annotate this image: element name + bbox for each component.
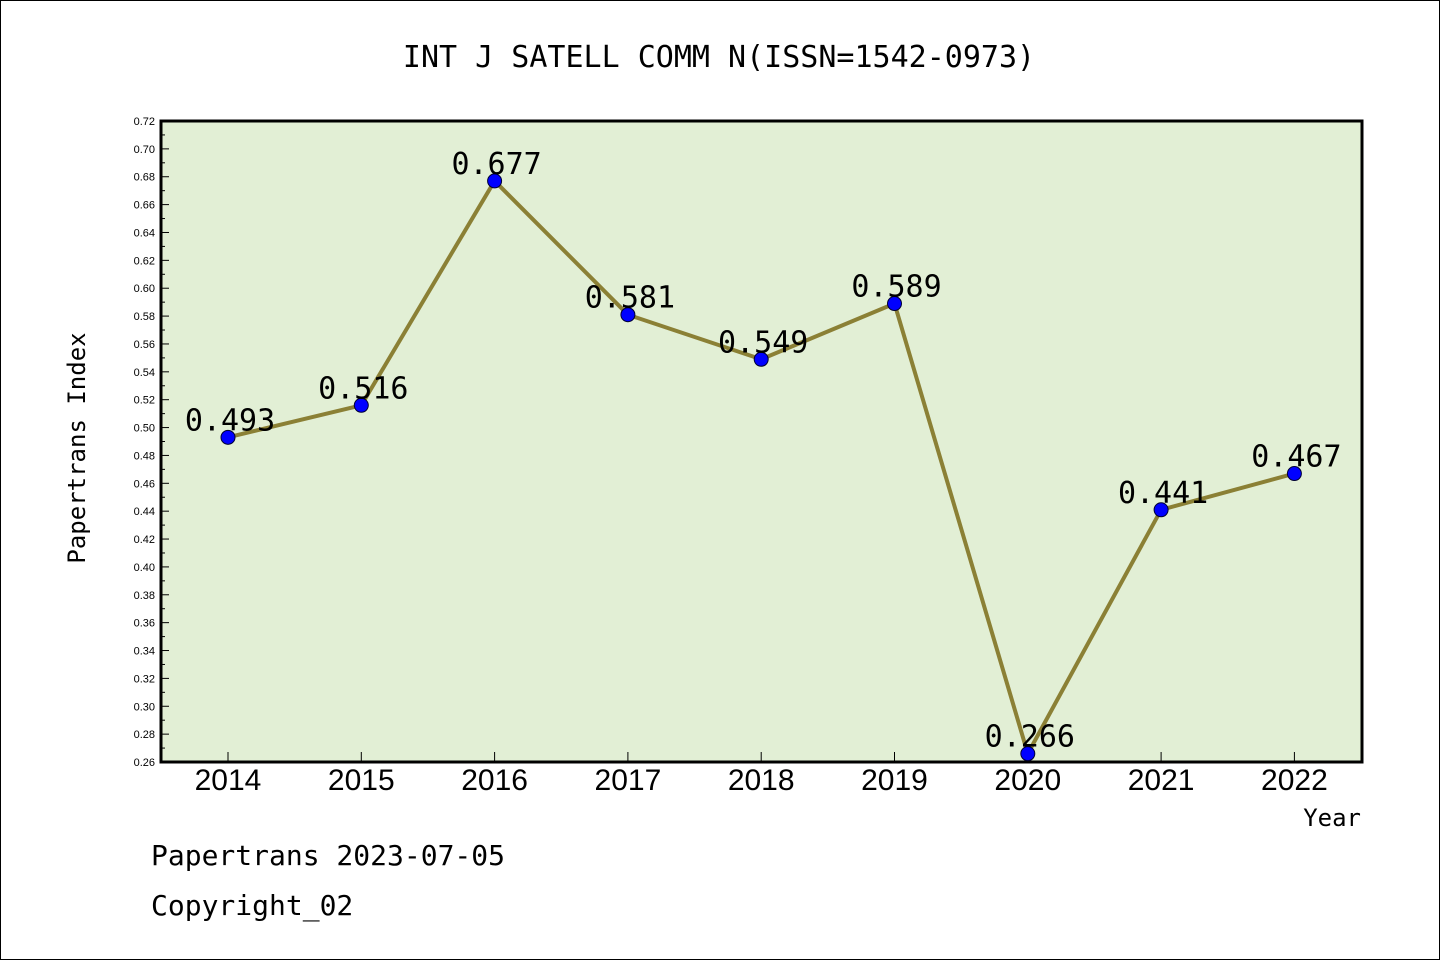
x-tick-label: 2022 bbox=[1261, 764, 1328, 797]
y-tick-label: 0.70 bbox=[134, 144, 155, 156]
data-label: 0.549 bbox=[718, 325, 808, 360]
data-point bbox=[1286, 466, 1302, 482]
y-tick-label: 0.34 bbox=[134, 646, 155, 658]
y-axis: 0.26 0.28 0.30 0.32 0.34 0.36 0.38 0.40 0.42 0.44… bbox=[134, 116, 169, 769]
y-tick-label: 0.38 bbox=[134, 590, 155, 602]
y-tick-label: 0.32 bbox=[134, 673, 155, 685]
y-tick-label: 0.28 bbox=[134, 729, 155, 741]
footer-date: Papertrans 2023-07-05 bbox=[151, 839, 505, 872]
y-tick-label: 0.52 bbox=[134, 395, 155, 407]
chart-title: INT J SATELL COMM N(ISSN=1542-0973) bbox=[403, 40, 1035, 75]
footer-copyright: Copyright_02 bbox=[151, 889, 353, 923]
y-tick-label: 0.66 bbox=[134, 200, 155, 212]
data-point bbox=[1153, 502, 1169, 518]
data-point bbox=[220, 429, 236, 445]
data-label: 0.677 bbox=[451, 147, 541, 182]
y-tick-label: 0.64 bbox=[134, 227, 155, 239]
x-tick-label: 2016 bbox=[461, 764, 528, 797]
x-tick-label: 2015 bbox=[328, 764, 395, 797]
data-label: 0.266 bbox=[985, 720, 1075, 755]
y-tick-label: 0.40 bbox=[134, 562, 155, 574]
y-tick-label: 0.60 bbox=[134, 283, 155, 295]
x-axis: 2014 2015 2016 2017 2018 2019 2020 2021 2022 bbox=[195, 752, 1328, 797]
y-tick-label: 0.30 bbox=[134, 701, 155, 713]
y-axis-label: Papertrans Index bbox=[63, 332, 91, 563]
plot-area bbox=[159, 119, 1364, 764]
data-point bbox=[1020, 746, 1036, 762]
y-tick-label: 0.56 bbox=[134, 339, 155, 351]
x-axis-label: Year bbox=[1303, 804, 1361, 832]
y-tick-label: 0.44 bbox=[134, 506, 155, 518]
x-tick-label: 2017 bbox=[595, 764, 662, 797]
y-tick-label: 0.62 bbox=[134, 255, 155, 267]
y-tick-label: 0.54 bbox=[134, 367, 155, 379]
data-point bbox=[887, 296, 902, 312]
data-point bbox=[353, 397, 369, 413]
data-label: 0.581 bbox=[585, 281, 675, 316]
y-tick-label: 0.46 bbox=[134, 478, 155, 490]
y-tick-label: 0.26 bbox=[134, 757, 155, 769]
data-label: 0.516 bbox=[318, 371, 408, 406]
y-tick-label: 0.36 bbox=[134, 618, 155, 630]
x-tick-label: 2019 bbox=[861, 764, 928, 797]
data-point bbox=[487, 173, 503, 189]
y-tick-label: 0.50 bbox=[134, 423, 155, 435]
x-tick-label: 2021 bbox=[1128, 764, 1195, 797]
y-tick-label: 0.68 bbox=[134, 172, 155, 184]
data-label: 0.589 bbox=[851, 270, 941, 305]
data-label: 0.467 bbox=[1251, 440, 1341, 475]
data-point bbox=[620, 307, 636, 323]
y-tick-label: 0.48 bbox=[134, 450, 155, 462]
data-label: 0.493 bbox=[185, 403, 275, 438]
y-tick-label: 0.72 bbox=[134, 116, 155, 128]
series-line: 0.493 0.516 0.677 0.581 0.549 0.589 0.266 0.441… bbox=[185, 147, 1342, 762]
x-tick-label: 2014 bbox=[195, 764, 262, 797]
y-tick-label: 0.58 bbox=[134, 311, 155, 323]
y-tick-label: 0.42 bbox=[134, 534, 155, 546]
x-tick-label: 2018 bbox=[728, 764, 795, 797]
data-label: 0.441 bbox=[1118, 476, 1208, 511]
x-tick-label: 2020 bbox=[994, 764, 1061, 797]
data-point bbox=[753, 351, 769, 367]
